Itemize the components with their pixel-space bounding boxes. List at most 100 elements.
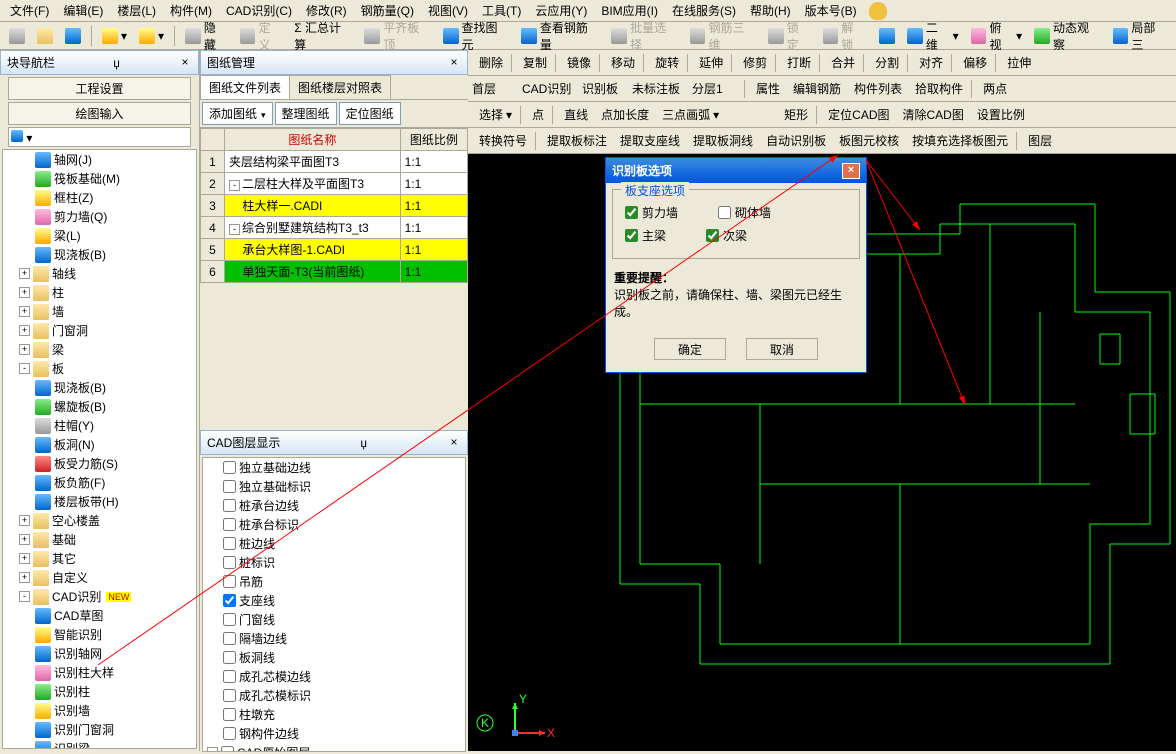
select-button[interactable]: 选择▾ — [472, 104, 516, 125]
layer-node[interactable]: 隔墙边线 — [203, 629, 465, 648]
tree-node[interactable]: 智能识别 — [3, 625, 196, 644]
table-row[interactable]: 2-二层柱大样及平面图T31:1 — [201, 173, 468, 195]
dialog-titlebar[interactable]: 识别板选项 × — [606, 158, 866, 183]
tree-node[interactable]: -板 — [3, 359, 196, 378]
locate-drawing-button[interactable]: 定位图纸 — [339, 102, 401, 125]
organize-drawing-button[interactable]: 整理图纸 — [275, 102, 337, 125]
tab-file-list[interactable]: 图纸文件列表 — [200, 75, 290, 99]
layer-node[interactable]: 桩标识 — [203, 553, 465, 572]
clearcad-button[interactable]: 清除CAD图 — [896, 104, 968, 125]
new-button[interactable] — [4, 25, 30, 47]
edit-4-button[interactable]: 旋转 — [648, 52, 683, 73]
layer-node[interactable]: 桩承台标识 — [203, 515, 465, 534]
checkslab-button[interactable]: 板图元校核 — [832, 130, 903, 151]
close-icon[interactable]: × — [447, 56, 461, 70]
tree-node[interactable]: +柱 — [3, 283, 196, 302]
line-button[interactable]: 直线 — [557, 104, 592, 125]
rect-button[interactable]: 矩形 — [777, 104, 812, 125]
drawing-table[interactable]: 图纸名称 图纸比例 1夹层结构梁平面图T31:12-二层柱大样及平面图T31:1… — [200, 128, 468, 283]
pin-icon[interactable]: џ — [113, 56, 120, 70]
tree-node[interactable]: 柱帽(Y) — [3, 416, 196, 435]
tree-node[interactable]: 现浇板(B) — [3, 245, 196, 264]
project-settings-button[interactable]: 工程设置 — [8, 77, 191, 100]
complist-button[interactable]: 构件列表 — [847, 78, 906, 99]
layer-node[interactable]: 独立基础标识 — [203, 477, 465, 496]
tree-node[interactable]: 识别柱大样 — [3, 663, 196, 682]
tree-node[interactable]: +门窗洞 — [3, 321, 196, 340]
cad-combo[interactable]: CAD识别 — [522, 80, 580, 97]
secbeam-checkbox[interactable]: 次梁 — [706, 227, 747, 244]
tree-node[interactable]: 识别柱 — [3, 682, 196, 701]
edit-2-button[interactable]: 镜像 — [560, 52, 595, 73]
twopoint-button[interactable]: 两点 — [976, 78, 1011, 99]
open-button[interactable] — [32, 25, 58, 47]
tree-node[interactable]: 识别轴网 — [3, 644, 196, 663]
tree-node[interactable]: 轴网(J) — [3, 150, 196, 169]
tree-node[interactable]: +自定义 — [3, 568, 196, 587]
tree-node[interactable]: 板负筋(F) — [3, 473, 196, 492]
layer-node[interactable]: 板洞线 — [203, 648, 465, 667]
layer-node[interactable]: 桩承台边线 — [203, 496, 465, 515]
edit-6-button[interactable]: 修剪 — [736, 52, 771, 73]
redo-button[interactable]: ▾ — [134, 25, 169, 47]
layer-node[interactable]: 钢构件边线 — [203, 724, 465, 743]
save-button[interactable] — [60, 25, 86, 47]
edit-10-button[interactable]: 对齐 — [912, 52, 947, 73]
tree-node[interactable]: 识别门窗洞 — [3, 720, 196, 739]
close-icon[interactable]: × — [178, 56, 192, 70]
add-drawing-button[interactable]: 添加图纸 — [202, 102, 273, 125]
tree-node[interactable]: +轴线 — [3, 264, 196, 283]
layer-tree[interactable]: 独立基础边线独立基础标识桩承台边线桩承台标识桩边线桩标识吊筋支座线门窗线隔墙边线… — [202, 457, 466, 752]
edit-3-button[interactable]: 移动 — [604, 52, 639, 73]
edit-11-button[interactable]: 偏移 — [956, 52, 991, 73]
edit-8-button[interactable]: 合并 — [824, 52, 859, 73]
autoid-button[interactable]: 自动识别板 — [759, 130, 830, 151]
edit-7-button[interactable]: 打断 — [780, 52, 815, 73]
tree-node[interactable]: +其它 — [3, 549, 196, 568]
attr-button[interactable]: 属性 — [749, 78, 784, 99]
mainbeam-checkbox[interactable]: 主梁 — [625, 227, 666, 244]
draw-input-button[interactable]: 绘图输入 — [8, 102, 191, 125]
undo-button[interactable]: ▾ — [97, 25, 132, 47]
layer-button[interactable]: 图层 — [1021, 130, 1056, 151]
fillselect-button[interactable]: 按填充选择板图元 — [905, 130, 1012, 151]
convert-button[interactable]: 转换符号 — [472, 130, 531, 151]
table-row[interactable]: 6 单独天面-T3(当前图纸)1:1 — [201, 261, 468, 283]
layer-node[interactable]: 吊筋 — [203, 572, 465, 591]
tree-node[interactable]: 螺旋板(B) — [3, 397, 196, 416]
tree-node[interactable]: 楼层板带(H) — [3, 492, 196, 511]
edit-1-button[interactable]: 复制 — [516, 52, 551, 73]
tree-node[interactable]: CAD草图 — [3, 606, 196, 625]
tree-node[interactable]: 板受力筋(S) — [3, 454, 196, 473]
edit-0-button[interactable]: 删除 — [472, 52, 507, 73]
addlen-button[interactable]: 点加长度 — [594, 104, 653, 125]
tree-node[interactable]: 框柱(Z) — [3, 188, 196, 207]
tree-node[interactable]: 板洞(N) — [3, 435, 196, 454]
menu-floor[interactable]: 楼层(L) — [111, 0, 162, 21]
close-icon[interactable]: × — [842, 163, 860, 179]
tree-node[interactable]: 筏板基础(M) — [3, 169, 196, 188]
shear-checkbox[interactable]: 剪力墙 — [625, 204, 678, 221]
menu-file[interactable]: 文件(F) — [4, 0, 55, 21]
edit-12-button[interactable]: 拉伸 — [1000, 52, 1035, 73]
table-row[interactable]: 3 柱大样一.CADI1:1 — [201, 195, 468, 217]
cancel-button[interactable]: 取消 — [746, 338, 818, 360]
pickcomp-button[interactable]: 拾取构件 — [908, 78, 967, 99]
table-row[interactable]: 4-综合别墅建筑结构T3_t31:1 — [201, 217, 468, 239]
layer-node[interactable]: 支座线 — [203, 591, 465, 610]
tree-node[interactable]: 识别梁 — [3, 739, 196, 749]
search-input[interactable]: ▾ — [8, 127, 191, 147]
layer-combo[interactable]: 分层1 — [692, 80, 740, 97]
tree-node[interactable]: 剪力墙(Q) — [3, 207, 196, 226]
tree-node[interactable]: 现浇板(B) — [3, 378, 196, 397]
component-tree[interactable]: 轴网(J)筏板基础(M)框柱(Z)剪力墙(Q)梁(L)现浇板(B)+轴线+柱+墙… — [2, 149, 197, 749]
arc3-button[interactable]: 三点画弧▾ — [655, 104, 723, 125]
floor-combo[interactable]: 首层 — [472, 80, 520, 97]
layer-node[interactable]: 桩边线 — [203, 534, 465, 553]
masonry-checkbox[interactable]: 砌体墙 — [718, 204, 771, 221]
menu-edit[interactable]: 编辑(E) — [57, 0, 109, 21]
tree-node[interactable]: 识别墙 — [3, 701, 196, 720]
layer-node[interactable]: 独立基础边线 — [203, 458, 465, 477]
extractsupport-button[interactable]: 提取支座线 — [613, 130, 684, 151]
pin-icon[interactable]: џ — [360, 436, 367, 450]
